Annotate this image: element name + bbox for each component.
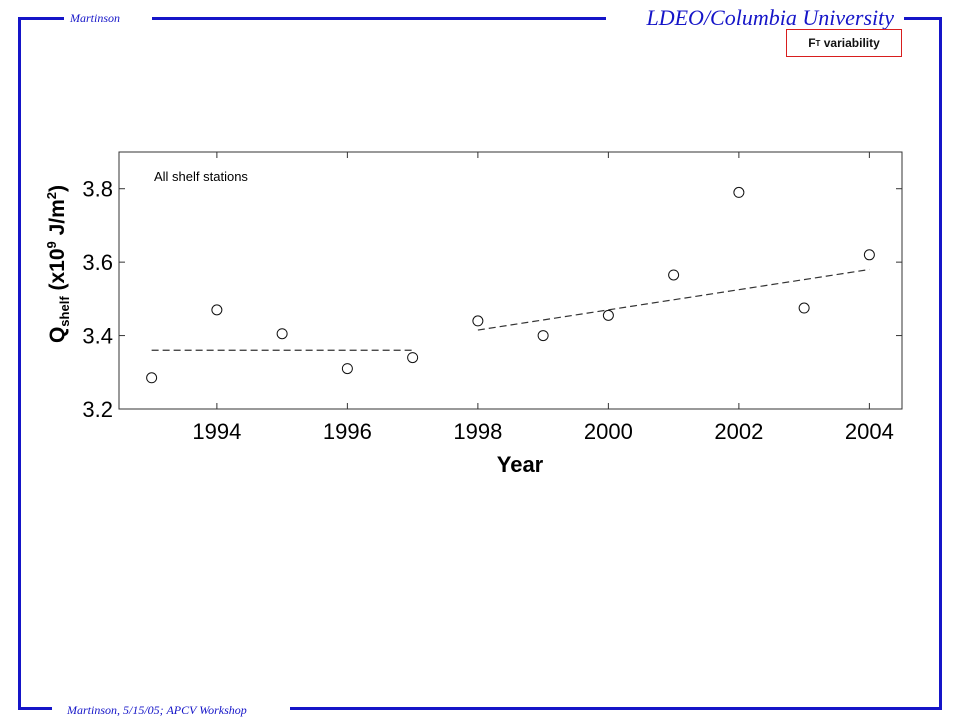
- data-points: [146, 186, 875, 384]
- y-tick-label: 3.2: [82, 397, 113, 422]
- y-tick-label: 3.8: [82, 177, 113, 202]
- data-point: [733, 186, 745, 198]
- frame-top-middle: [152, 17, 606, 20]
- data-point: [668, 269, 680, 281]
- ylabel-superscript-exp: 9: [43, 241, 59, 249]
- ylabel-mid: (x10: [45, 248, 69, 297]
- frame-top-right: [904, 17, 942, 20]
- ylabel-superscript-unit: 2: [43, 191, 59, 200]
- y-tick-label: 3.4: [82, 324, 113, 349]
- frame-top-left: [18, 17, 64, 20]
- badge-subscript: T: [815, 38, 821, 48]
- x-tick-label: 1994: [192, 419, 241, 444]
- y-tick-label: 3.6: [82, 250, 113, 275]
- footer-citation: Martinson, 5/15/05; APCV Workshop: [63, 703, 251, 718]
- trend-line: [477, 268, 870, 331]
- author-label: Martinson: [66, 11, 125, 26]
- data-point: [341, 363, 353, 375]
- ylabel-main: Q: [45, 326, 69, 344]
- badge-main: F: [808, 36, 816, 50]
- frame-bottom-left: [18, 707, 52, 710]
- ylabel-subscript: shelf: [57, 296, 73, 327]
- data-point: [798, 302, 810, 314]
- institution-title: LDEO/Columbia University: [642, 5, 898, 31]
- x-tick-label: 1998: [453, 419, 502, 444]
- data-point: [276, 328, 288, 340]
- frame-bottom-right: [290, 707, 942, 710]
- x-tick-label: 1996: [323, 419, 372, 444]
- data-point: [472, 315, 484, 327]
- data-point: [407, 352, 419, 364]
- x-tick-label: 2002: [714, 419, 763, 444]
- badge-rest: variability: [820, 36, 880, 50]
- axis-ticks: 1994 1996 1998 2000 2002 2004 3.2 3.4 3.6 3.8: [82, 152, 902, 444]
- frame-left: [18, 17, 21, 710]
- data-point: [211, 304, 223, 316]
- frame-right: [939, 17, 942, 710]
- data-point: [146, 372, 158, 384]
- data-point: [863, 249, 875, 261]
- trend-lines: [151, 268, 870, 351]
- ylabel-unit: J/m: [45, 199, 69, 242]
- data-point: [537, 330, 549, 342]
- x-tick-label: 2004: [845, 419, 894, 444]
- chart-annotation: All shelf stations: [154, 169, 248, 184]
- ylabel-end: ): [45, 184, 69, 192]
- x-axis-label: Year: [496, 452, 544, 477]
- plot-area: [118, 151, 903, 410]
- x-tick-label: 2000: [584, 419, 633, 444]
- data-point: [602, 309, 614, 321]
